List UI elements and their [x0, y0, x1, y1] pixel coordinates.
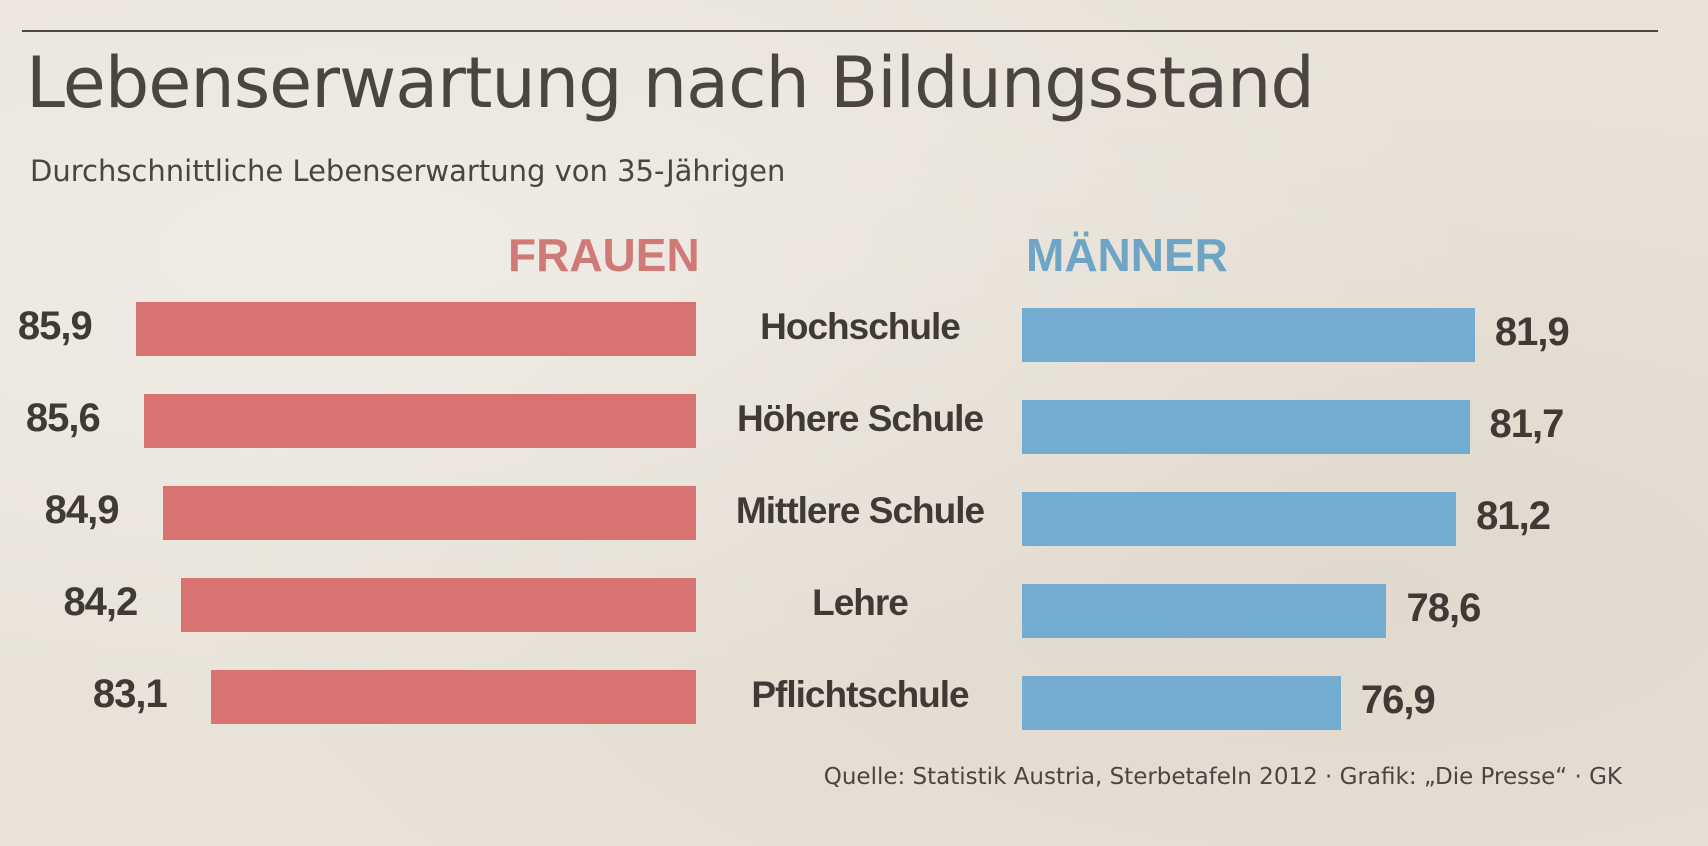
bar-men-3 [1022, 584, 1387, 638]
value-label-women-4: 83,1 [92, 672, 168, 716]
value-label-men-4: 76,9 [1360, 678, 1436, 722]
bar-women-0 [135, 302, 696, 356]
value-label-men-1: 81,7 [1489, 402, 1565, 446]
top-rule [22, 30, 1658, 32]
bar-men-4 [1022, 676, 1341, 730]
chart-title: Lebenserwartung nach Bildungsstand [26, 42, 1315, 124]
category-label-4: Pflichtschule [751, 674, 969, 715]
bar-men-0 [1022, 308, 1475, 362]
value-label-women-1: 85,6 [25, 396, 101, 440]
value-label-men-3: 78,6 [1406, 586, 1481, 630]
category-label-2: Mittlere Schule [735, 490, 985, 531]
value-label-women-3: 84,2 [63, 580, 138, 624]
legend-women: FRAUEN [508, 229, 700, 281]
source-note: Quelle: Statistik Austria, Sterbetafeln … [823, 764, 1622, 790]
bar-men-1 [1022, 400, 1470, 454]
value-label-women-2: 84,9 [44, 488, 120, 532]
legend-men: MÄNNER [1026, 229, 1228, 281]
bar-women-3 [181, 578, 696, 632]
category-label-0: Hochschule [760, 306, 961, 347]
bar-women-1 [143, 394, 696, 448]
chart-subtitle: Durchschnittliche Lebenserwartung von 35… [30, 154, 786, 188]
value-label-men-2: 81,2 [1476, 494, 1551, 538]
bar-women-4 [210, 670, 696, 724]
bar-women-2 [162, 486, 696, 540]
value-label-men-0: 81,9 [1494, 310, 1570, 354]
category-label-1: Höhere Schule [736, 398, 984, 439]
bar-men-2 [1022, 492, 1457, 546]
value-label-women-0: 85,9 [17, 304, 93, 348]
category-label-3: Lehre [812, 582, 909, 623]
